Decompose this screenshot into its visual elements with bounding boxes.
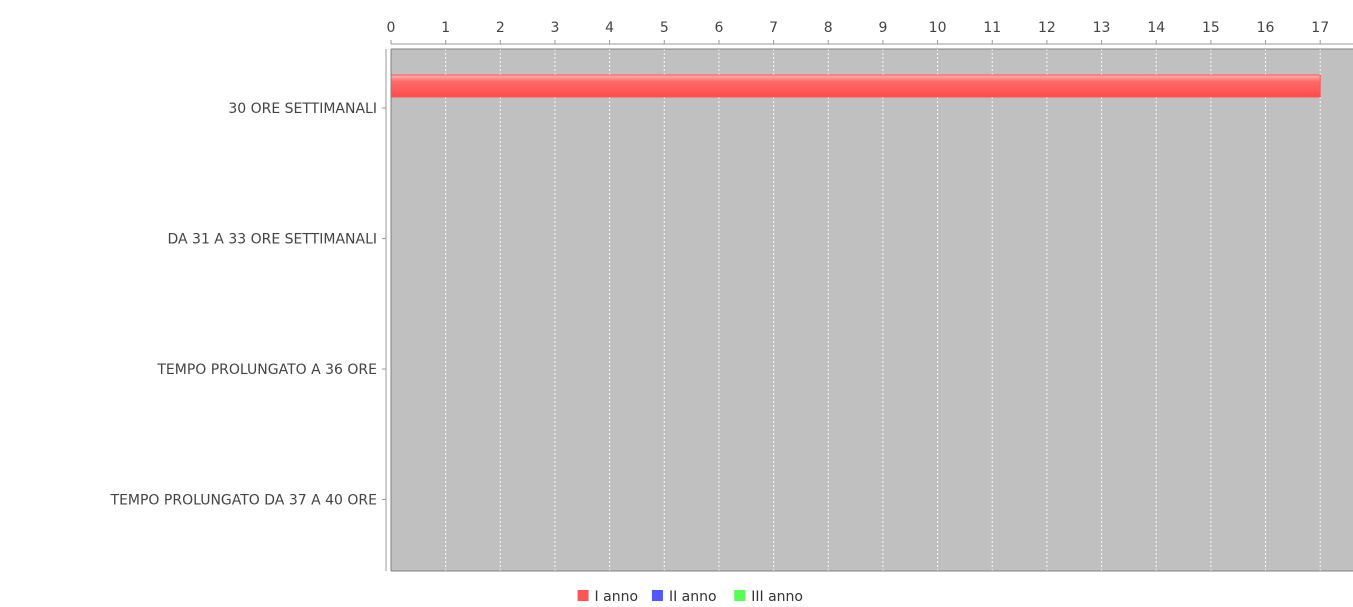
x-tick-label: 7	[769, 20, 778, 36]
x-tick-label: 2	[496, 20, 505, 36]
x-tick-label: 1	[441, 20, 450, 36]
x-tick-label: 16	[1257, 20, 1275, 36]
legend-label: I anno	[595, 589, 638, 605]
legend-swatch	[577, 590, 589, 601]
category-label: TEMPO PROLUNGATO A 36 ORE	[156, 362, 377, 378]
x-tick-label: 0	[387, 20, 396, 36]
legend-label: III anno	[751, 589, 803, 605]
x-tick-label: 4	[605, 20, 614, 36]
bar	[390, 74, 1321, 98]
x-tick-label: 10	[929, 20, 947, 36]
x-tick-label: 14	[1147, 20, 1165, 36]
category-label: DA 31 A 33 ORE SETTIMANALI	[167, 232, 377, 248]
x-tick-label: 3	[551, 20, 560, 36]
bars	[390, 74, 1321, 98]
category-label: TEMPO PROLUNGATO DA 37 A 40 ORE	[110, 493, 377, 509]
legend: I anno II anno III anno	[577, 589, 803, 605]
value-axis-top: 0 1 2 3 4 5 6 7 8 9 10 11 12 13 14 15 16 17	[387, 20, 1353, 45]
x-tick-label: 8	[824, 20, 833, 36]
x-tick-label: 13	[1093, 20, 1111, 36]
legend-swatch	[651, 590, 663, 601]
x-tick-label: 12	[1038, 20, 1056, 36]
legend-swatch	[734, 590, 746, 601]
x-tick-label: 5	[660, 20, 669, 36]
x-tick-label: 15	[1202, 20, 1220, 36]
x-tick-label: 9	[878, 20, 887, 36]
x-tick-label: 6	[714, 20, 723, 36]
x-tick-label: 17	[1311, 20, 1329, 36]
plot-background	[391, 49, 1353, 571]
category-label: 30 ORE SETTIMANALI	[228, 101, 377, 117]
grid-lines	[445, 49, 1321, 571]
category-axis: 30 ORE SETTIMANALI DA 31 A 33 ORE SETTIMA…	[110, 49, 387, 571]
x-tick-label: 11	[983, 20, 1001, 36]
legend-label: II anno	[669, 589, 717, 605]
